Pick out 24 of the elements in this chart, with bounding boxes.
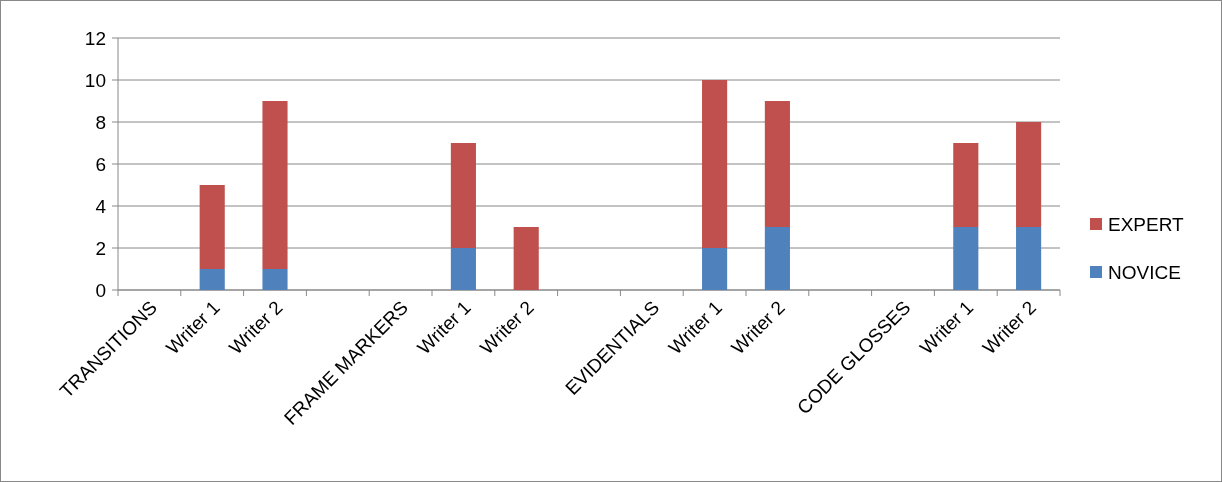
bar [450,143,476,248]
y-tick-label: 12 [84,27,106,49]
bar [764,101,790,227]
y-tick-label: 0 [95,279,106,301]
bar [199,185,225,269]
bar [953,227,979,290]
bar [262,101,288,269]
bar [1016,122,1042,227]
y-tick-label: 2 [95,237,106,259]
y-tick-label: 8 [95,111,106,133]
bar [764,227,790,290]
legend-label: NOVICE [1108,261,1181,283]
bar [702,80,728,248]
bar [262,269,288,290]
bar [702,248,728,290]
bar [513,227,539,290]
y-tick-label: 6 [95,153,106,175]
bar [450,248,476,290]
y-tick-label: 10 [84,69,106,91]
bar [953,143,979,227]
legend-label: EXPERT [1108,213,1185,235]
bar [1016,227,1042,290]
y-tick-label: 4 [95,195,107,217]
bar [199,269,225,290]
